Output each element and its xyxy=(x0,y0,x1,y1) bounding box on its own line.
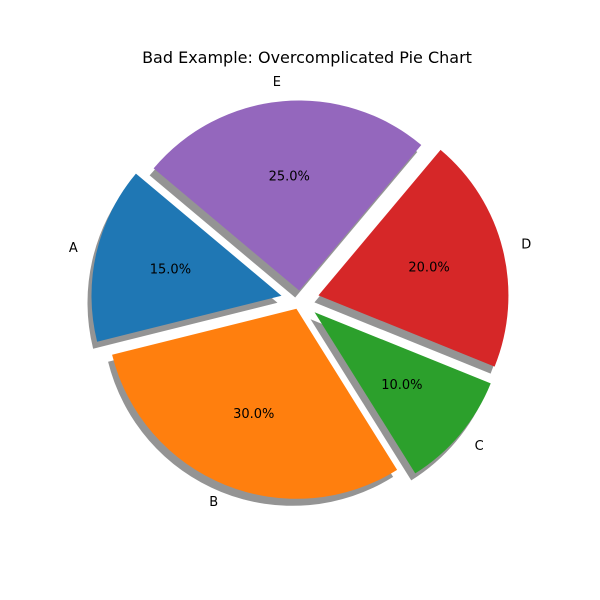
slice-label-d: D xyxy=(521,237,531,252)
percent-label-d: 20.0% xyxy=(408,260,449,275)
percent-label-b: 30.0% xyxy=(233,407,274,422)
pie-slice-e xyxy=(153,100,422,291)
slice-label-c: C xyxy=(475,439,484,454)
pie-slice-c xyxy=(314,312,491,474)
pie-slice-a xyxy=(91,173,282,342)
slice-label-e: E xyxy=(273,75,281,90)
pie-slice-d xyxy=(318,149,509,367)
pie-slices xyxy=(91,100,509,499)
slice-label-b: B xyxy=(209,495,218,510)
slice-labels: A 15.0% B 30.0% C 10.0% D 20.0% E 25.0% xyxy=(69,75,531,510)
percent-label-a: 15.0% xyxy=(150,263,191,278)
slice-label-a: A xyxy=(69,241,78,256)
pie-slice-b xyxy=(112,308,398,499)
percent-label-e: 25.0% xyxy=(269,169,310,184)
chart-title: Bad Example: Overcomplicated Pie Chart xyxy=(142,48,472,67)
percent-label-c: 10.0% xyxy=(381,378,422,393)
